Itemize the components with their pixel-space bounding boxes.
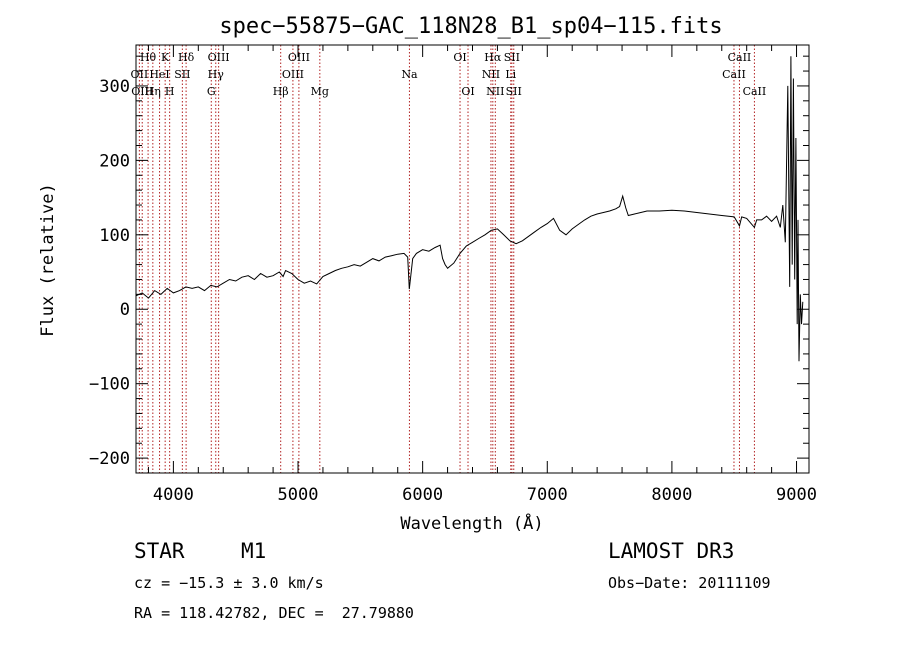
x-tick-label-6000: 6000 bbox=[402, 485, 443, 505]
line-label-0: Hθ bbox=[140, 51, 157, 64]
line-label-5: K bbox=[161, 51, 170, 64]
line-label-17: OI bbox=[453, 51, 466, 64]
line-label-21: NII bbox=[486, 85, 504, 98]
survey-name: LAMOST DR3 bbox=[608, 539, 735, 563]
line-label-2: OIII bbox=[131, 85, 153, 98]
y-tick-label-4: 200 bbox=[99, 151, 130, 171]
line-label-25: CaII bbox=[722, 68, 746, 81]
observation-date: Obs−Date: 20111109 bbox=[608, 574, 771, 592]
x-axis-label: Wavelength (Å) bbox=[400, 512, 543, 534]
line-label-13: OIII bbox=[282, 68, 304, 81]
line-label-1: OII bbox=[131, 68, 149, 81]
line-label-24: SII bbox=[506, 85, 522, 98]
y-tick-label-2: 0 bbox=[120, 300, 130, 320]
x-tick-label-8000: 8000 bbox=[651, 485, 692, 505]
x-tick-label-9000: 9000 bbox=[776, 485, 817, 505]
line-label-26: CaII bbox=[728, 51, 752, 64]
line-label-3: Hη bbox=[145, 85, 161, 98]
spectrum-series-line bbox=[135, 56, 804, 362]
line-label-15: Mg bbox=[311, 85, 329, 98]
object-subclass: M1 bbox=[241, 539, 267, 563]
line-label-22: Li bbox=[505, 68, 516, 81]
x-tick-label-7000: 7000 bbox=[527, 485, 568, 505]
y-tick-label-0: −200 bbox=[89, 449, 130, 469]
y-tick-label-5: 300 bbox=[99, 77, 130, 97]
line-label-6: H bbox=[165, 85, 175, 98]
spectral-line-labels: HθOIIOIIIHηHeIKHSIIHδGHγOIIIHβOIIIOIIIMg… bbox=[131, 51, 767, 98]
line-label-8: Hδ bbox=[178, 51, 195, 64]
y-axis-label: Flux (relative) bbox=[38, 183, 58, 337]
spectral-line-markers bbox=[138, 45, 755, 473]
ra-dec: RA = 118.42782, DEC = 27.79880 bbox=[134, 604, 414, 622]
y-axis-ticks: −200 −100 0 100 200 300 bbox=[89, 55, 809, 469]
line-label-27: CaII bbox=[743, 85, 767, 98]
x-tick-label-4000: 4000 bbox=[153, 485, 194, 505]
line-label-19: NII bbox=[482, 68, 500, 81]
object-class: STAR bbox=[134, 539, 185, 563]
line-label-7: SII bbox=[174, 68, 190, 81]
line-label-23: SII bbox=[504, 51, 520, 64]
line-label-10: Hγ bbox=[208, 68, 225, 81]
line-label-9: G bbox=[207, 85, 216, 98]
line-label-20: Hα bbox=[484, 51, 502, 64]
x-tick-label-5000: 5000 bbox=[278, 485, 319, 505]
line-label-4: HeI bbox=[149, 68, 169, 81]
x-axis-ticks: 4000 5000 6000 7000 8000 9000 bbox=[147, 45, 817, 505]
line-label-16: Na bbox=[401, 68, 418, 81]
line-label-11: OIII bbox=[208, 51, 230, 64]
y-tick-label-1: −100 bbox=[89, 375, 130, 395]
chart-title: spec−55875−GAC_118N28_B1_sp04−115.fits bbox=[219, 14, 722, 39]
y-tick-label-3: 100 bbox=[99, 226, 130, 246]
spectrum-chart: spec−55875−GAC_118N28_B1_sp04−115.fits H… bbox=[38, 14, 817, 534]
redshift-cz: cz = −15.3 ± 3.0 km/s bbox=[134, 574, 324, 592]
line-label-14: OIII bbox=[288, 51, 310, 64]
line-label-12: Hβ bbox=[273, 85, 289, 98]
plot-frame bbox=[135, 44, 810, 474]
line-label-18: OI bbox=[461, 85, 474, 98]
